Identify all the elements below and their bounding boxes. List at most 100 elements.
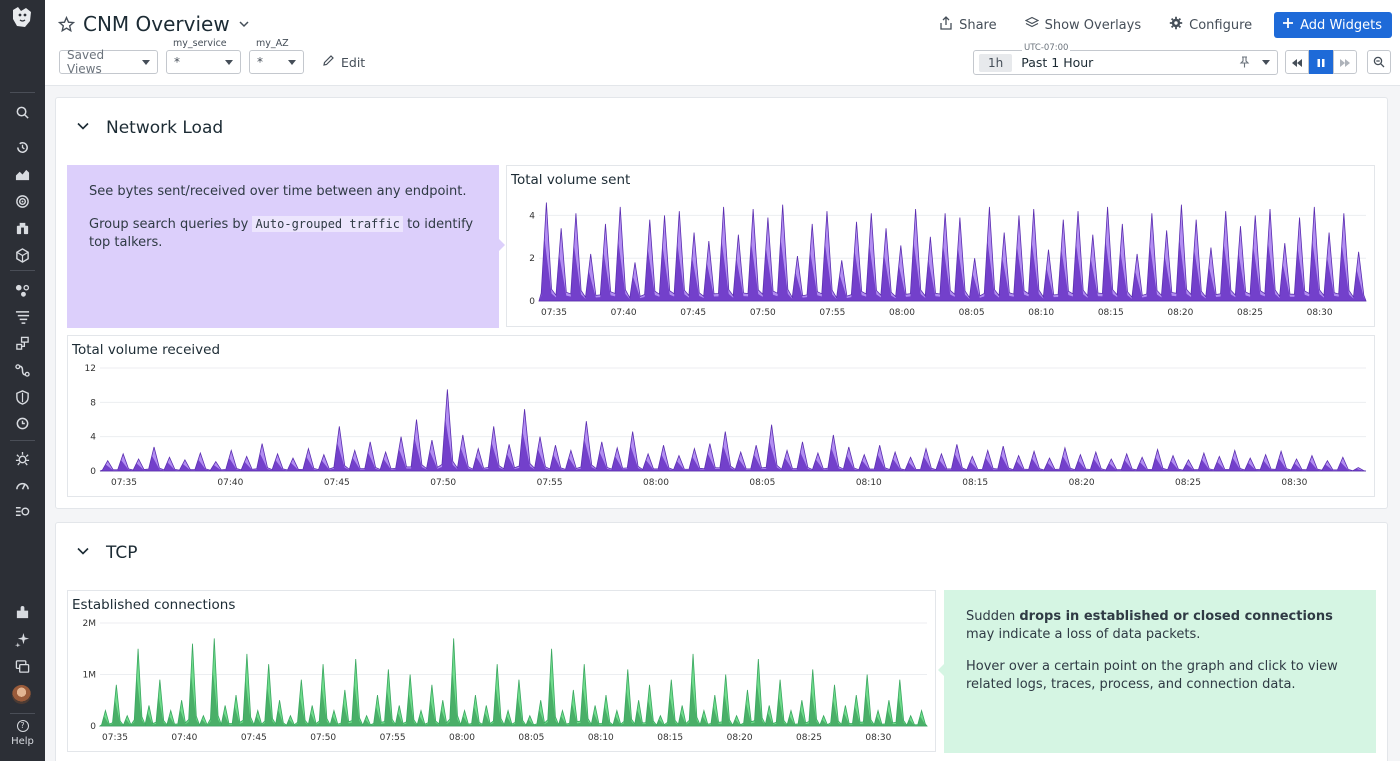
note-pointer bbox=[499, 239, 505, 251]
infrastructure-icon[interactable] bbox=[12, 280, 32, 300]
synthetics-icon[interactable] bbox=[12, 448, 32, 468]
time-range: Past 1 Hour bbox=[1021, 55, 1094, 70]
help-button[interactable]: ? Help bbox=[0, 720, 45, 747]
x-tick-label: 08:20 bbox=[1069, 478, 1095, 488]
caret-down-icon[interactable] bbox=[1262, 60, 1270, 65]
x-tick-label: 08:10 bbox=[588, 733, 614, 743]
y-tick-label: 4 bbox=[529, 211, 535, 221]
datadog-logo-icon[interactable] bbox=[9, 4, 35, 30]
ci-icon[interactable] bbox=[12, 501, 32, 521]
zoom-out-button[interactable] bbox=[1367, 50, 1391, 74]
share-button[interactable]: Share bbox=[939, 16, 997, 34]
security-icon[interactable] bbox=[12, 387, 32, 407]
x-tick-label: 08:10 bbox=[856, 478, 882, 488]
widget-title: Total volume received bbox=[72, 342, 221, 358]
widget-established-connections[interactable]: Established connections 0 1M 2M 07:35 07:40 0… bbox=[67, 590, 936, 752]
add-widgets-label: Add Widgets bbox=[1300, 17, 1382, 33]
help-label: Help bbox=[11, 736, 34, 747]
dashboard-header: CNM Overview Share Show Overlays Configu… bbox=[45, 0, 1400, 86]
widget-total-volume-sent[interactable]: Total volume sent 0 2 4 07:35 07:40 07:45 07:5… bbox=[506, 165, 1375, 327]
search-icon[interactable] bbox=[12, 102, 32, 122]
series-line bbox=[99, 389, 1367, 472]
template-var-value: * bbox=[257, 55, 263, 69]
note-text-part: Sudden bbox=[966, 609, 1020, 624]
note-text-part: may indicate a loss of data packets. bbox=[966, 627, 1201, 642]
fast-forward-button[interactable] bbox=[1333, 50, 1357, 74]
x-tick-label: 07:55 bbox=[380, 733, 406, 743]
history-icon[interactable] bbox=[12, 137, 32, 157]
note-text: Sudden drops in established or closed co… bbox=[966, 608, 1354, 644]
template-var-label: my_AZ bbox=[256, 38, 289, 49]
chart-svg[interactable]: 0 4 8 12 07:35 07:40 07:45 07:50 07:55 08:00 08:05… bbox=[68, 336, 1374, 496]
x-tick-label: 07:50 bbox=[430, 478, 456, 488]
rum-icon[interactable] bbox=[12, 413, 32, 433]
chat-icon[interactable] bbox=[12, 656, 32, 676]
overlays-label: Show Overlays bbox=[1044, 17, 1142, 33]
avatar[interactable] bbox=[12, 685, 31, 704]
note-text-bold: drops in established or closed connectio… bbox=[1019, 609, 1333, 624]
template-var-my-service[interactable]: my_service * bbox=[166, 38, 241, 74]
group-header[interactable]: Network Load bbox=[76, 118, 223, 138]
note-text-part: to identify top talkers. bbox=[89, 217, 474, 250]
monitors-icon[interactable] bbox=[12, 191, 32, 211]
group-header[interactable]: TCP bbox=[76, 543, 138, 563]
series-area[interactable] bbox=[100, 389, 1366, 471]
note-text: Group search queries by Auto-grouped tra… bbox=[89, 215, 477, 252]
sparkle-icon[interactable] bbox=[12, 629, 32, 649]
network-icon[interactable] bbox=[12, 360, 32, 380]
template-var-value: * bbox=[174, 55, 180, 69]
x-tick-label: 08:00 bbox=[449, 733, 475, 743]
configure-label: Configure bbox=[1189, 17, 1253, 33]
caret-down-icon bbox=[142, 59, 150, 65]
x-tick-label: 07:35 bbox=[541, 308, 567, 318]
group-tcp: TCP Established connections 0 1M 2M 07:35 07… bbox=[55, 522, 1388, 761]
x-tick-label: 08:05 bbox=[959, 308, 985, 318]
note-code: Auto-grouped traffic bbox=[252, 216, 403, 232]
zoom-out-icon bbox=[1373, 53, 1385, 72]
watchdog-icon[interactable] bbox=[12, 218, 32, 238]
x-tick-label: 07:45 bbox=[680, 308, 706, 318]
x-tick-label: 07:40 bbox=[217, 478, 243, 488]
edit-label: Edit bbox=[341, 54, 366, 70]
pause-button[interactable] bbox=[1309, 50, 1333, 74]
plugins-icon[interactable] bbox=[12, 602, 32, 622]
configure-button[interactable]: Configure bbox=[1169, 16, 1252, 34]
logs-icon[interactable] bbox=[12, 306, 32, 326]
x-tick-label: 08:10 bbox=[1028, 308, 1054, 318]
widget-total-volume-received[interactable]: Total volume received 0 4 8 12 07:35 07:40 07:… bbox=[67, 335, 1375, 497]
x-tick-label: 08:25 bbox=[796, 733, 822, 743]
series-area[interactable] bbox=[100, 420, 1366, 471]
y-tick-label: 4 bbox=[90, 433, 96, 443]
star-icon[interactable] bbox=[58, 15, 75, 33]
chart-svg[interactable]: 0 2 4 07:35 07:40 07:45 07:50 07:55 08:00 08:05 08… bbox=[507, 166, 1374, 326]
pin-icon[interactable] bbox=[1239, 53, 1250, 72]
x-tick-label: 08:00 bbox=[643, 478, 669, 488]
chevron-down-icon[interactable] bbox=[76, 118, 90, 138]
x-tick-label: 08:25 bbox=[1237, 308, 1263, 318]
series-area[interactable] bbox=[539, 239, 1366, 301]
integrations-icon[interactable] bbox=[12, 245, 32, 265]
series-area[interactable] bbox=[100, 671, 927, 726]
chevron-down-icon[interactable] bbox=[238, 18, 250, 30]
apm-icon[interactable] bbox=[12, 333, 32, 353]
edit-button[interactable]: Edit bbox=[322, 50, 365, 74]
y-tick-label: 0 bbox=[90, 722, 96, 732]
note-text-part: Group search queries by bbox=[89, 217, 253, 232]
dashboards-icon[interactable] bbox=[12, 164, 32, 184]
add-widgets-button[interactable]: Add Widgets bbox=[1274, 12, 1392, 38]
chevron-down-icon[interactable] bbox=[76, 543, 90, 563]
series-area[interactable] bbox=[100, 638, 927, 726]
performance-icon[interactable] bbox=[12, 475, 32, 495]
nav-divider bbox=[10, 440, 35, 441]
pencil-icon bbox=[322, 54, 335, 70]
x-tick-label: 07:55 bbox=[537, 478, 563, 488]
nav-divider bbox=[10, 92, 35, 93]
y-tick-label: 2 bbox=[529, 254, 535, 264]
chart-svg[interactable]: 0 1M 2M 07:35 07:40 07:45 07:50 07:55 08:00 08:05… bbox=[68, 591, 935, 751]
time-selector[interactable]: UTC-07:00 1h Past 1 Hour bbox=[973, 43, 1278, 75]
template-var-my-az[interactable]: my_AZ * bbox=[249, 38, 304, 74]
note-pointer bbox=[938, 664, 944, 676]
saved-views-select[interactable]: Saved Views bbox=[59, 48, 158, 76]
rewind-button[interactable] bbox=[1285, 50, 1309, 74]
show-overlays-button[interactable]: Show Overlays bbox=[1024, 16, 1142, 34]
